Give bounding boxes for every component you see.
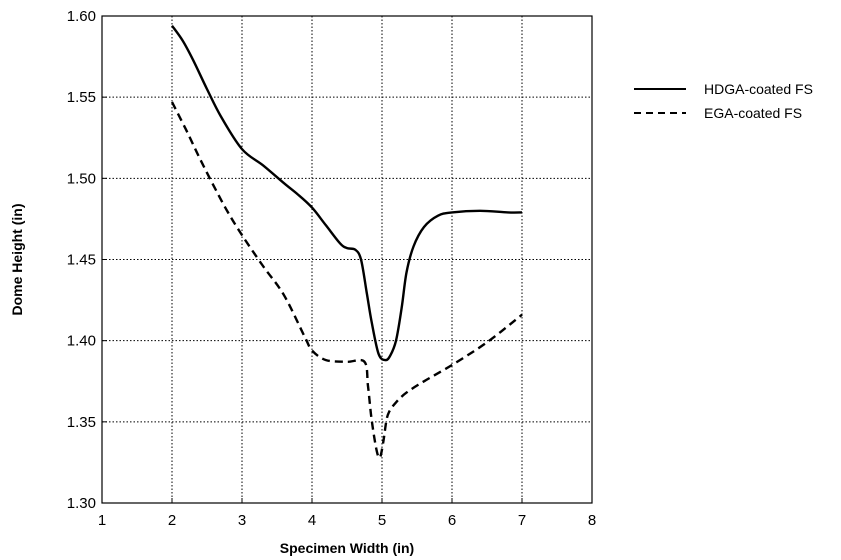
x-tick-label: 3 xyxy=(238,512,246,529)
y-tick-label: 1.55 xyxy=(67,89,96,106)
x-tick-label: 8 xyxy=(588,512,596,529)
x-tick-label: 1 xyxy=(98,512,106,529)
series-lines xyxy=(170,24,523,460)
axis-ticks: 1 2 3 4 5 6 7 8 1.30 1.35 1.40 1.45 1.50 1.55 1.60 xyxy=(67,8,596,529)
series-line-hdga xyxy=(171,24,523,362)
grid-lines xyxy=(102,16,592,503)
x-tick-label: 7 xyxy=(518,512,526,529)
y-tick-label: 1.30 xyxy=(67,495,96,512)
x-axis-title: Specimen Width (in) xyxy=(280,540,414,556)
y-tick-label: 1.60 xyxy=(67,8,96,25)
y-axis-title: Dome Height (in) xyxy=(9,204,25,316)
x-tick-label: 2 xyxy=(168,512,176,529)
y-tick-label: 1.50 xyxy=(67,170,96,187)
legend-label-ega: EGA-coated FS xyxy=(704,105,802,121)
x-tick-label: 6 xyxy=(448,512,456,529)
y-tick-label: 1.40 xyxy=(67,333,96,350)
legend-label-hdga: HDGA-coated FS xyxy=(704,81,813,97)
y-tick-label: 1.35 xyxy=(67,414,96,431)
x-tick-label: 5 xyxy=(378,512,386,529)
y-tick-label: 1.45 xyxy=(67,252,96,269)
series-line-ega xyxy=(170,101,523,460)
legend: HDGA-coated FS EGA-coated FS xyxy=(634,81,813,121)
x-tick-label: 4 xyxy=(308,512,316,529)
